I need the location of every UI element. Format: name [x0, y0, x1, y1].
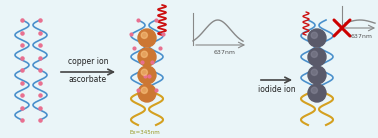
Point: [135, 19, 141, 21]
Point: [139, 61, 145, 63]
Point: [37, 106, 43, 109]
Point: [160, 33, 166, 35]
Circle shape: [311, 32, 318, 39]
Point: [19, 106, 25, 109]
Point: [142, 75, 148, 77]
Point: [37, 56, 43, 59]
Point: [19, 69, 25, 71]
Point: [37, 31, 43, 34]
Point: [128, 33, 134, 35]
Circle shape: [138, 29, 156, 47]
Circle shape: [138, 84, 156, 102]
Text: Ex=345nm: Ex=345nm: [130, 131, 160, 136]
Circle shape: [138, 66, 156, 84]
Point: [19, 19, 25, 21]
Circle shape: [311, 51, 318, 57]
Point: [37, 119, 43, 121]
Point: [19, 44, 25, 46]
Point: [19, 119, 25, 121]
Circle shape: [311, 69, 318, 75]
Circle shape: [141, 32, 147, 39]
Text: 637nm: 637nm: [351, 34, 373, 39]
Point: [19, 56, 25, 59]
Circle shape: [308, 84, 326, 102]
Point: [37, 69, 43, 71]
Circle shape: [141, 87, 147, 93]
Circle shape: [311, 87, 318, 93]
Point: [153, 89, 159, 91]
Point: [37, 94, 43, 96]
Point: [19, 31, 25, 34]
Point: [149, 61, 155, 63]
Point: [37, 19, 43, 21]
Point: [19, 81, 25, 84]
Point: [153, 19, 159, 21]
Point: [135, 89, 141, 91]
Circle shape: [141, 51, 147, 57]
Point: [131, 47, 137, 49]
Point: [37, 44, 43, 46]
Text: 637nm: 637nm: [214, 50, 236, 55]
Point: [37, 81, 43, 84]
Circle shape: [138, 48, 156, 66]
Point: [146, 75, 152, 77]
Text: ascorbate: ascorbate: [69, 75, 107, 84]
Point: [19, 94, 25, 96]
Text: iodide ion: iodide ion: [258, 86, 295, 95]
Circle shape: [308, 48, 326, 66]
Point: [157, 47, 163, 49]
Circle shape: [308, 29, 326, 47]
Text: copper ion: copper ion: [68, 58, 108, 67]
Circle shape: [141, 69, 147, 75]
Circle shape: [308, 66, 326, 84]
